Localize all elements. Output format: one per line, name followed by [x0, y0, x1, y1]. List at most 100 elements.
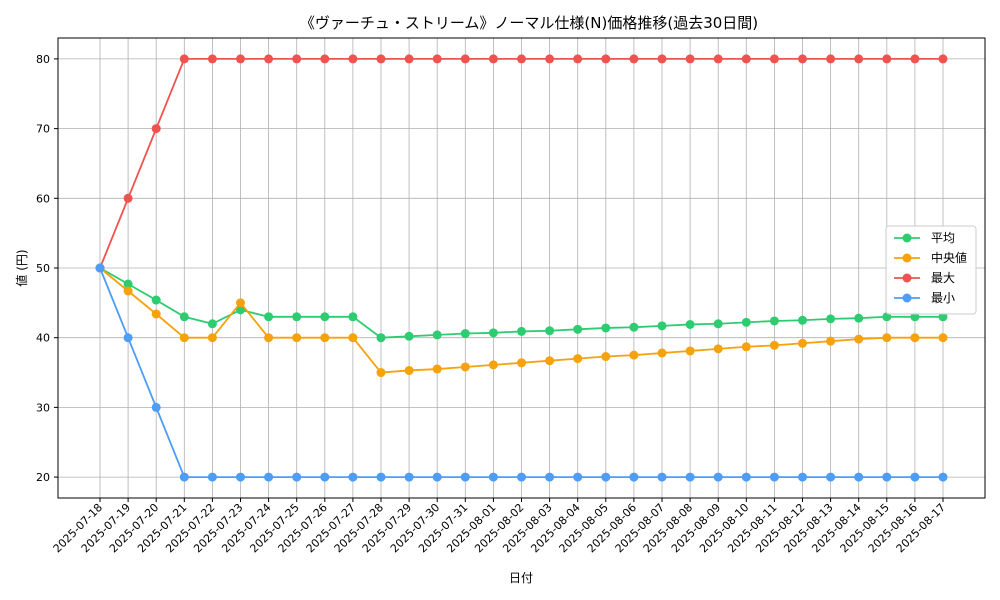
data-point: [236, 305, 245, 315]
data-point: [488, 328, 498, 338]
data-point: [517, 358, 526, 368]
data-point: [236, 298, 245, 308]
data-point: [713, 319, 723, 329]
data-point: [573, 54, 583, 64]
data-point: [348, 312, 358, 322]
data-point: [545, 326, 555, 336]
data-point: [573, 324, 583, 334]
y-tick-label: 70: [36, 123, 50, 136]
data-point: [264, 54, 274, 64]
data-point: [460, 472, 470, 482]
data-point: [657, 472, 667, 482]
data-point: [657, 348, 667, 358]
data-point: [264, 333, 274, 343]
data-point: [798, 315, 807, 325]
chart-title: 《ヴァーチュ・ストリーム》ノーマル仕様(N)価格推移(過去30日間): [300, 14, 758, 32]
data-point: [713, 54, 723, 64]
data-point: [938, 54, 948, 64]
series-2: [95, 54, 948, 273]
data-point: [292, 54, 302, 64]
y-tick-label: 80: [36, 53, 50, 66]
data-point: [517, 54, 526, 64]
data-point: [854, 334, 864, 344]
data-point: [826, 336, 836, 346]
data-point: [685, 346, 695, 356]
x-axis-label: 日付: [509, 571, 533, 585]
data-point: [95, 263, 105, 273]
data-point: [685, 54, 695, 64]
data-point: [854, 472, 864, 482]
data-point: [882, 472, 892, 482]
data-point: [376, 333, 386, 343]
data-point: [741, 342, 751, 352]
data-point: [488, 472, 498, 482]
data-point: [938, 312, 948, 322]
data-point: [432, 54, 442, 64]
legend-swatch-marker: [902, 253, 912, 263]
data-point: [292, 312, 302, 322]
data-point: [657, 54, 667, 64]
data-point: [882, 312, 892, 322]
data-point: [769, 340, 779, 350]
data-point: [769, 54, 779, 64]
data-point: [179, 54, 189, 64]
data-point: [236, 54, 245, 64]
data-point: [741, 472, 751, 482]
data-point: [460, 54, 470, 64]
data-point: [769, 472, 779, 482]
data-point: [207, 54, 217, 64]
data-point: [207, 472, 217, 482]
data-point: [460, 362, 470, 372]
data-point: [292, 472, 302, 482]
data-point: [404, 54, 414, 64]
data-point: [517, 472, 526, 482]
data-point: [545, 356, 555, 366]
data-point: [207, 333, 217, 343]
data-point: [601, 54, 611, 64]
data-point: [685, 319, 695, 329]
data-point: [207, 319, 217, 329]
data-point: [573, 354, 583, 364]
data-point: [460, 329, 470, 339]
series-3: [95, 263, 948, 482]
data-point: [854, 313, 864, 323]
data-point: [573, 472, 583, 482]
data-point: [938, 333, 948, 343]
data-point: [517, 326, 526, 336]
data-point: [404, 331, 414, 341]
data-point: [264, 472, 274, 482]
legend-swatch-marker: [902, 233, 912, 243]
data-point: [657, 321, 667, 331]
data-point: [910, 472, 920, 482]
data-point: [348, 333, 358, 343]
data-point: [320, 312, 330, 322]
data-point: [348, 54, 358, 64]
data-point: [292, 333, 302, 343]
data-point: [348, 472, 358, 482]
data-point: [545, 472, 555, 482]
data-point: [376, 472, 386, 482]
legend-label: 平均: [931, 231, 955, 245]
y-tick-label: 20: [36, 471, 50, 484]
data-point: [320, 333, 330, 343]
legend-box: [885, 225, 977, 315]
legend-label: 最大: [931, 271, 955, 285]
data-point: [151, 295, 161, 305]
legend-label: 中央値: [931, 250, 967, 265]
data-point: [741, 317, 751, 327]
data-point: [376, 54, 386, 64]
data-point: [179, 312, 189, 322]
data-point: [320, 472, 330, 482]
data-point: [601, 323, 611, 333]
data-point: [151, 309, 161, 319]
legend-label: 最小: [931, 291, 955, 305]
data-point: [123, 193, 133, 203]
legend-swatch-marker: [902, 293, 912, 303]
series-1: [95, 263, 948, 378]
y-axis-label: 値 (円): [14, 249, 29, 286]
data-point: [798, 472, 807, 482]
y-tick-label: 30: [36, 401, 50, 414]
data-point: [769, 316, 779, 326]
